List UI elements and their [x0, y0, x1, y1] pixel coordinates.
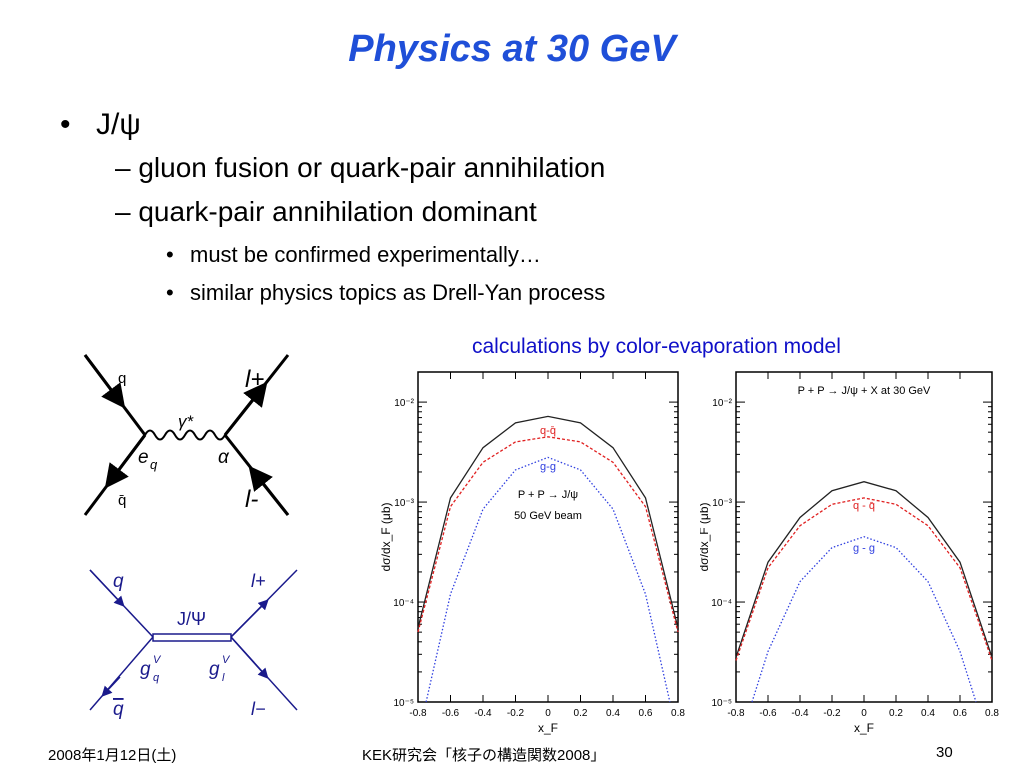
- y-tick-label: 10⁻²: [394, 398, 414, 409]
- lepton-minus-label: l−: [251, 699, 266, 719]
- x-tick-label: 0.2: [574, 708, 588, 719]
- series-curve-0: [735, 481, 993, 658]
- sub-bullet-gluon-fusion: – gluon fusion or quark-pair annihilatio…: [115, 152, 606, 183]
- quark-label: q: [118, 370, 126, 387]
- bullet-jpsi: J/ψ: [96, 108, 141, 141]
- y-tick-label: 10⁻³: [712, 498, 732, 509]
- lepton-plus-label: l+: [251, 571, 266, 591]
- x-tick-label: 0.2: [889, 708, 903, 719]
- chart-30gev: -0.8 -0.6 -0.4 -0.2 0 0.2 0.4 0.6 0.8 10⁻⁵ 10⁻⁴ 10⁻…: [700, 371, 999, 735]
- y-axis-label: dσ/dx_F (μb): [379, 502, 393, 571]
- x-tick-label: -0.4: [474, 708, 492, 719]
- x-axis-label: x_F: [854, 721, 874, 735]
- x-tick-label: -0.2: [823, 708, 841, 719]
- y-tick-label: 10⁻⁵: [711, 698, 732, 709]
- lepton-minus-label: l-: [245, 486, 258, 513]
- photon-label: γ*: [178, 412, 195, 431]
- antiquark-label: q: [113, 699, 124, 720]
- antiquark-line: [89, 636, 154, 711]
- sub-bullet-annihilation: – quark-pair annihilation dominant: [115, 196, 537, 227]
- x-tick-label: -0.4: [791, 708, 809, 719]
- charge-coupling-subscript: q: [150, 457, 158, 472]
- photon-wavy-line: [144, 429, 226, 441]
- x-tick-label: 0: [545, 708, 551, 719]
- x-tick-label: -0.6: [759, 708, 777, 719]
- quark-coupling-sup: V: [153, 654, 162, 666]
- x-tick-label: 0.4: [921, 708, 935, 719]
- plot-frame: [417, 371, 679, 703]
- y-tick-label: 10⁻⁵: [393, 698, 414, 709]
- jpsi-label: J/Ψ: [177, 609, 206, 629]
- subsub-bullet-drell-yan: similar physics topics as Drell-Yan proc…: [190, 280, 606, 305]
- x-tick-label: 0.8: [671, 708, 685, 719]
- quark-label: q: [113, 571, 124, 592]
- y-tick-label: 10⁻²: [712, 398, 732, 409]
- subsub-bullet-confirm: must be confirmed experimentally…: [190, 242, 541, 267]
- bullet-dot: •: [166, 280, 174, 305]
- footer-date: 2008年1月12日(土): [48, 747, 177, 764]
- series-curve-0: [417, 415, 679, 629]
- series-label: g - g: [853, 543, 875, 555]
- x-tick-label: 0.8: [985, 708, 999, 719]
- feynman-diagram-drell-yan: q q̄ γ* l+ l- e q α: [83, 354, 290, 516]
- charge-coupling-label: e: [138, 447, 149, 468]
- bullet-dot: •: [166, 242, 174, 267]
- footer-event: KEK研究会「核子の構造関数2008」: [362, 747, 606, 764]
- lepton-plus-label: l+: [245, 366, 264, 393]
- feynman-diagram-jpsi: q q J/Ψ l+ l− g V q g V l: [89, 569, 298, 720]
- slide-title: Physics at 30 GeV: [348, 28, 676, 70]
- y-tick-label: 10⁻³: [394, 498, 414, 509]
- x-tick-label: 0.4: [606, 708, 620, 719]
- lepton-coupling-sub: l: [222, 672, 225, 684]
- chart-50gev: -0.8 -0.6 -0.4 -0.2 0 0.2 0.4 0.6 0.8 10⁻⁵ 10⁻⁴ 10⁻…: [379, 371, 685, 735]
- series-label: g-g: [540, 461, 556, 473]
- y-tick-label: 10⁻⁴: [711, 598, 732, 609]
- x-tick-label: 0.6: [639, 708, 653, 719]
- jpsi-propagator: [152, 633, 232, 642]
- y-tick-label: 10⁻⁴: [393, 598, 414, 609]
- x-tick-label: 0: [861, 708, 867, 719]
- series-curve-2: [751, 536, 977, 703]
- alpha-label: α: [218, 447, 230, 468]
- series-curve-2: [425, 456, 671, 703]
- chart-annotation: P + P → J/ψ: [518, 489, 578, 501]
- bullet-dot: •: [60, 108, 71, 141]
- page-number: 30: [936, 744, 953, 761]
- lepton-coupling-label: g: [209, 659, 220, 680]
- x-tick-label: 0.6: [953, 708, 967, 719]
- x-tick-label: -0.2: [507, 708, 525, 719]
- quark-coupling-sub: q: [153, 672, 160, 684]
- x-axis-label: x_F: [538, 721, 558, 735]
- y-axis-label: dσ/dx_F (μb): [700, 502, 711, 571]
- quark-coupling-label: g: [140, 659, 151, 680]
- series-curve-1: [735, 497, 993, 661]
- x-tick-label: -0.6: [442, 708, 460, 719]
- antiquark-label: q̄: [118, 492, 126, 509]
- chart-annotation: 50 GeV beam: [514, 510, 582, 522]
- x-tick-label: -0.8: [727, 708, 745, 719]
- calculations-caption: calculations by color-evaporation model: [472, 335, 841, 358]
- chart-title: P + P → J/ψ + X at 30 GeV: [798, 385, 931, 397]
- series-label: q-q̄: [540, 425, 556, 437]
- series-curve-1: [417, 436, 679, 633]
- series-label: q - q̄: [853, 500, 875, 512]
- lepton-coupling-sup: V: [222, 654, 231, 666]
- x-tick-label: -0.8: [409, 708, 427, 719]
